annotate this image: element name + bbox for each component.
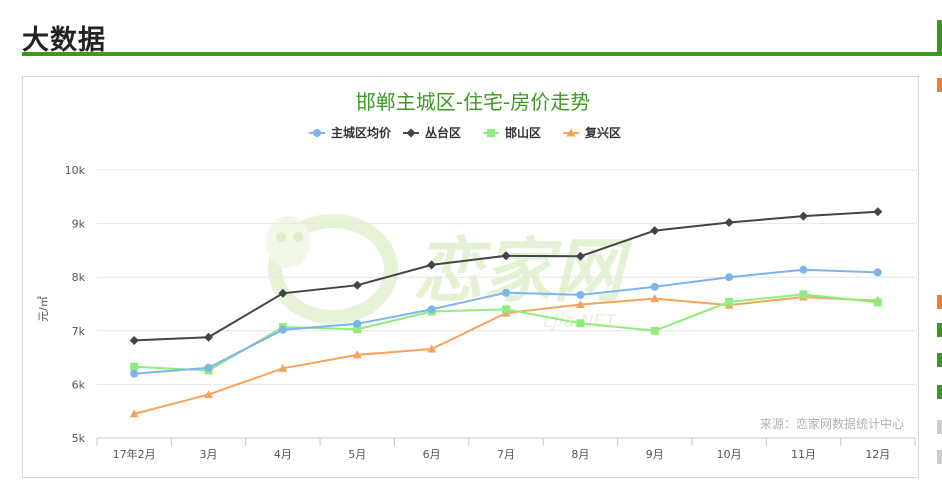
x-tick-label: 5月 [348,448,366,461]
data-point [502,305,510,314]
data-point [278,325,287,334]
data-point [650,294,660,303]
x-tick-label: 17年2月 [113,447,156,461]
data-point [873,207,883,217]
data-point [129,335,139,345]
data-point [502,288,510,297]
page-title: 大数据 [22,25,106,56]
x-tick-label: 7月 [497,448,515,461]
legend-item[interactable]: 主城区均价 [309,125,392,140]
header-accent-tab [937,20,942,56]
page-header: 大数据 [22,14,942,58]
legend-item[interactable]: 丛台区 [403,125,461,140]
data-point [129,409,139,418]
side-marker-orange [937,295,942,309]
y-tick-label: 9k [72,218,86,231]
x-tick-label: 11月 [791,448,816,461]
side-marker-green [937,353,942,367]
legend-marker [313,129,321,137]
data-point [725,297,734,306]
data-point [724,218,734,228]
data-point [353,325,362,334]
data-point [575,300,585,309]
y-tick-label: 6k [72,378,86,391]
data-point [204,363,213,372]
x-tick-label: 9月 [646,448,664,461]
data-point [575,251,585,261]
data-point [798,211,808,221]
grid-lines [97,169,915,439]
data-point [799,265,808,274]
legend-label: 复兴区 [584,125,621,140]
data-point [353,319,362,328]
data-point [352,280,362,290]
x-axis: 17年2月 3月 4月 5月 6月 7月 8月 9月 10月 11月 12月 [96,438,916,461]
header-rule [22,52,942,56]
data-point [650,326,659,335]
legend-item[interactable]: 邯山区 [483,125,541,140]
data-point [427,305,436,314]
x-tick-label: 12月 [865,448,890,461]
watermark-logo: 恋家网 LJia.NET [266,214,633,332]
legend-marker [566,128,576,137]
legend-marker [406,128,416,138]
x-tick-label: 3月 [200,448,218,461]
side-marker-orange [937,78,942,92]
side-marker-gray [937,420,942,434]
data-point [725,273,734,282]
data-point [204,390,214,399]
series-2 [129,207,883,345]
data-point [130,369,139,378]
x-tick-label: 8月 [571,448,589,461]
price-trend-chart: 恋家网 LJia.NET 邯郸主城区-住宅-房价走势 主城区均价 丛台区 邯山区 复兴… [37,90,916,461]
side-marker-green [937,323,942,337]
data-point [278,288,288,298]
legend-label: 主城区均价 [331,125,392,140]
side-marker-green [937,385,942,399]
data-point [278,363,288,372]
y-tick-label: 7k [72,325,86,338]
series-1 [130,265,882,378]
x-tick-label: 4月 [274,448,292,461]
data-point [427,260,437,270]
data-point [873,298,882,307]
svg-text:恋家网: 恋家网 [413,230,633,312]
chart-card: 恋家网 LJia.NET 邯郸主城区-住宅-房价走势 主城区均价 丛台区 邯山区 复兴… [22,76,919,478]
data-point [501,251,511,261]
data-point [576,290,585,299]
legend-marker [487,129,495,137]
data-point [576,319,585,328]
data-point [650,226,660,236]
data-point [204,332,214,342]
chart-legend: 主城区均价 丛台区 邯山区 复兴区 [309,125,621,140]
x-tick-label: 10月 [717,448,742,461]
y-tick-label: 8k [72,271,86,284]
legend-label: 丛台区 [425,125,461,140]
side-marker-gray [937,450,942,464]
chart-title: 邯郸主城区-住宅-房价走势 [356,90,590,114]
y-axis-label: 元/㎡ [37,296,50,322]
series-layer [129,207,883,418]
x-tick-label: 6月 [423,448,441,461]
y-axis: 5k 6k 7k 8k 9k 10k [65,164,86,445]
data-point [427,344,437,353]
legend-label: 邯山区 [505,125,541,140]
y-tick-label: 10k [65,164,86,177]
legend-item[interactable]: 复兴区 [563,125,621,140]
data-point [873,268,882,277]
data-point [650,282,659,291]
data-point [799,290,808,299]
y-tick-label: 5k [72,432,86,445]
source-note: 来源：恋家网数据统计中心 [760,416,904,431]
data-point [130,362,139,371]
data-point [352,350,362,359]
